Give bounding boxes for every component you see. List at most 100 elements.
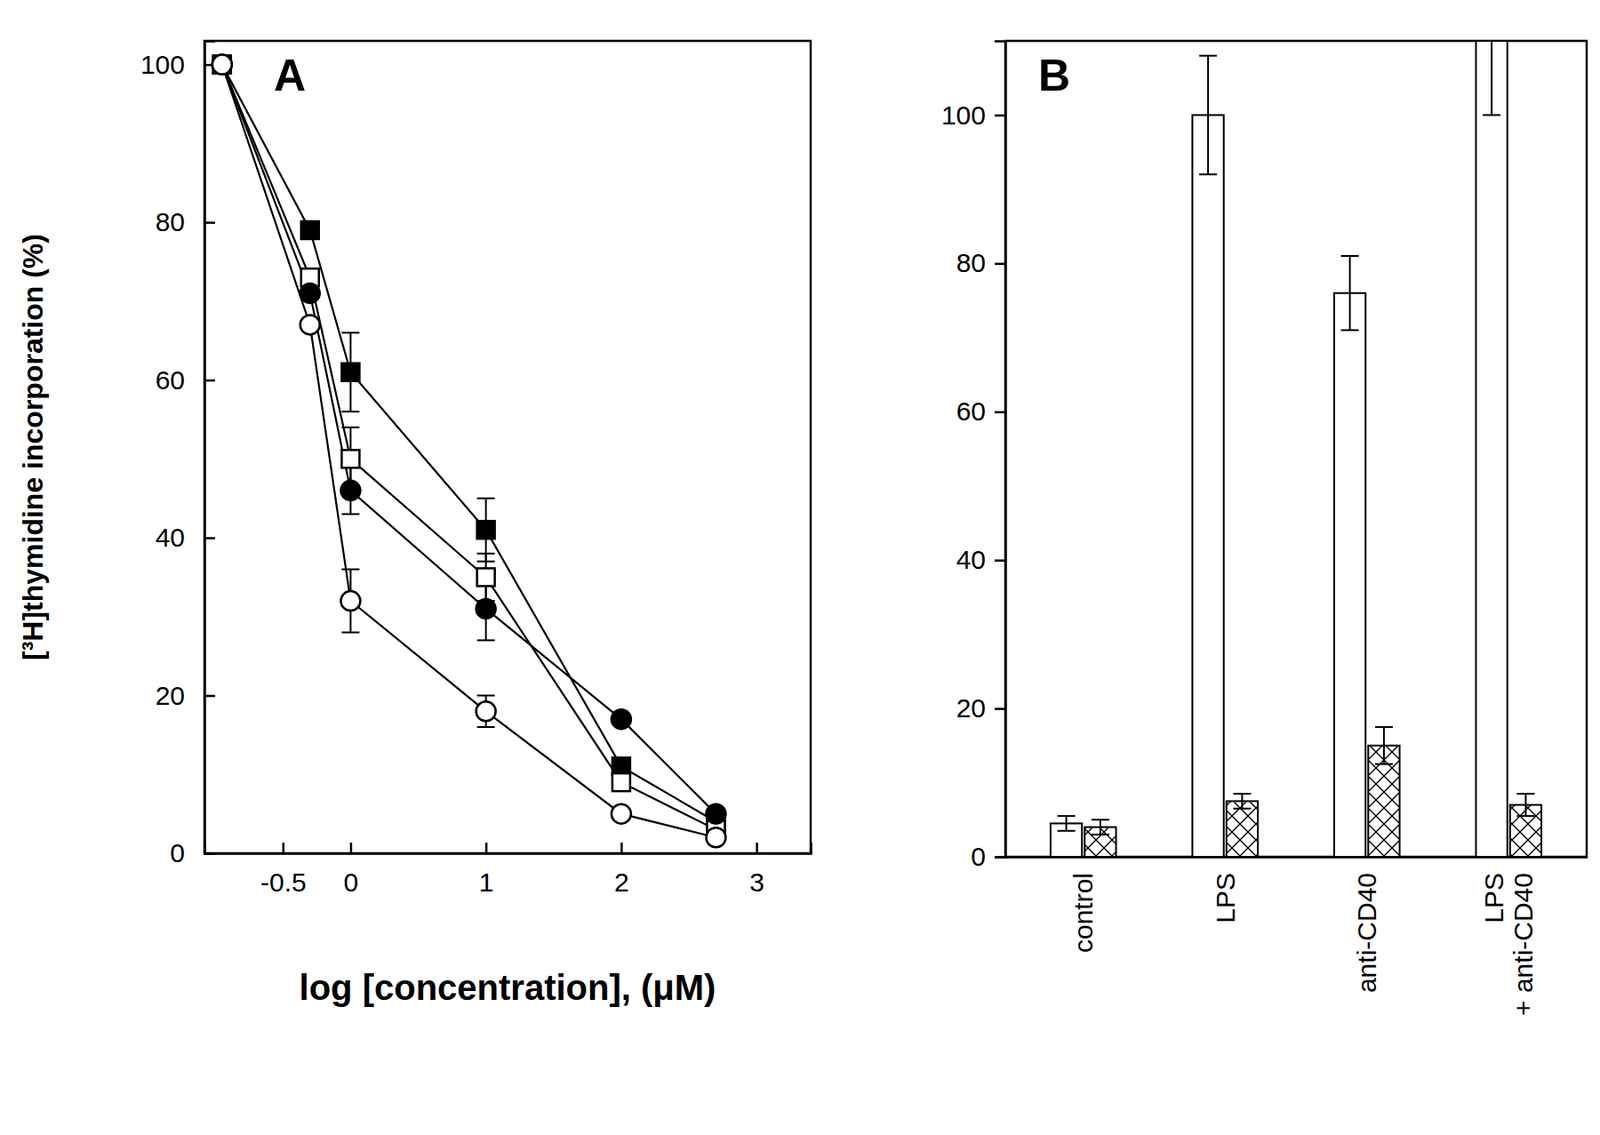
- point: [300, 314, 320, 335]
- y-tick-label: 60: [155, 365, 185, 395]
- series-line: [222, 64, 717, 823]
- error-cap: [477, 552, 496, 555]
- x-tick-label: LPS: [1210, 872, 1240, 924]
- error-bar: [1516, 793, 1535, 816]
- x-tick-label: -0.5: [260, 867, 307, 897]
- y-tick-label: 0: [970, 841, 986, 872]
- error-cap: [1341, 328, 1360, 331]
- x-tick-mark: [755, 842, 759, 854]
- y-tick-label: 60: [956, 396, 986, 426]
- x-tick-label-line: LPS: [1479, 872, 1509, 924]
- y-tick: 40: [956, 544, 1006, 575]
- y-tick: 60: [956, 396, 1006, 426]
- bar: [1226, 800, 1258, 857]
- x-tick-label: LPS+ anti-CD40: [1479, 872, 1538, 1016]
- error-bar: [477, 498, 496, 562]
- x-tick-mark: [350, 842, 353, 854]
- y-tick-label: 20: [155, 680, 185, 711]
- error-cap: [341, 512, 360, 515]
- series-line: [222, 64, 717, 831]
- error-stem: [1065, 816, 1068, 832]
- x-tick-label: 1: [479, 867, 495, 897]
- bar: [1475, 40, 1507, 857]
- y-tick-mark: [204, 536, 216, 540]
- x-tick-mark: [620, 842, 624, 854]
- error-cap: [477, 497, 496, 500]
- y-tick-label: 0: [169, 838, 185, 868]
- error-stem: [1490, 40, 1493, 115]
- plot-frame: [1005, 40, 1587, 857]
- y-tick-label: 40: [155, 522, 185, 552]
- y-tick-mark: [204, 221, 216, 224]
- point: [612, 773, 631, 792]
- x-tick-mark: [485, 842, 488, 854]
- error-stem: [1240, 793, 1243, 809]
- plot-area: [212, 55, 727, 848]
- y-tick-label: 80: [956, 248, 986, 278]
- y-tick: 100: [140, 49, 216, 80]
- error-cap: [1199, 55, 1217, 57]
- y-axis-line: [994, 41, 1007, 858]
- error-cap: [1057, 815, 1076, 817]
- point: [611, 804, 632, 824]
- y-tick: 80: [155, 207, 216, 237]
- point: [340, 480, 360, 501]
- x-tick: 0: [344, 842, 360, 897]
- point: [341, 449, 360, 468]
- error-cap: [477, 695, 496, 697]
- x-tick: 2: [614, 842, 630, 897]
- series-line: [222, 64, 717, 839]
- point: [705, 804, 726, 824]
- x-tick: LPS: [1210, 856, 1240, 924]
- y-tick-mark: [994, 856, 1006, 859]
- error-bar: [341, 332, 360, 412]
- panel-title: B: [1038, 50, 1071, 101]
- chart-svg: -0.50123020406080100A[³H]thymidine incor…: [0, 0, 1600, 1135]
- error-cap: [1482, 113, 1501, 116]
- error-bar: [341, 466, 360, 514]
- error-cap: [1091, 833, 1110, 836]
- y-axis: 0 20 40 60 80 100: [140, 41, 216, 869]
- point: [300, 283, 320, 304]
- error-cap: [1091, 818, 1110, 821]
- error-cap: [341, 410, 360, 413]
- point: [477, 520, 496, 539]
- y-axis: 020406080100: [941, 41, 1007, 872]
- y-tick-mark: [994, 114, 1006, 118]
- x-tick-label-line: control: [1068, 872, 1098, 953]
- y-axis-title: [³H]thymidine incorporation (%): [16, 233, 49, 661]
- y-tick: 100: [941, 100, 1006, 130]
- error-cap: [341, 568, 360, 571]
- x-tick: 1: [479, 842, 495, 897]
- panel-a: -0.50123020406080100A[³H]thymidine incor…: [16, 40, 812, 1008]
- y-tick: 80: [956, 248, 1006, 278]
- error-stem: [1207, 56, 1209, 176]
- y-tick: 40: [155, 522, 216, 552]
- series-line: [222, 64, 717, 815]
- point: [341, 363, 360, 382]
- y-tick-label: 100: [140, 49, 185, 80]
- error-bar: [341, 569, 360, 633]
- point: [340, 591, 360, 611]
- error-cap: [341, 632, 360, 634]
- y-tick: 0: [169, 838, 216, 868]
- point: [301, 221, 320, 240]
- x-tick-label: 0: [344, 867, 360, 897]
- x-tick: 3: [749, 842, 765, 897]
- y-tick: 60: [155, 365, 216, 395]
- y-tick-mark: [994, 707, 1006, 711]
- error-cap: [1232, 792, 1251, 795]
- x-tick: LPS+ anti-CD40: [1479, 856, 1538, 1016]
- error-cap: [477, 639, 496, 641]
- y-tick-mark: [994, 263, 1006, 266]
- error-bar: [1091, 819, 1110, 835]
- error-stem: [1349, 256, 1352, 330]
- x-axis-title: log [concentration], (μM): [299, 968, 717, 1008]
- x-tick: control: [1068, 856, 1098, 953]
- y-tick-mark: [994, 559, 1006, 562]
- error-bar: [1232, 793, 1251, 809]
- error-cap: [1057, 830, 1076, 832]
- error-cap: [1516, 792, 1535, 795]
- error-bar: [1199, 56, 1217, 176]
- panel-b: 020406080100controlLPSanti-CD40LPS+ anti…: [941, 0, 1588, 1016]
